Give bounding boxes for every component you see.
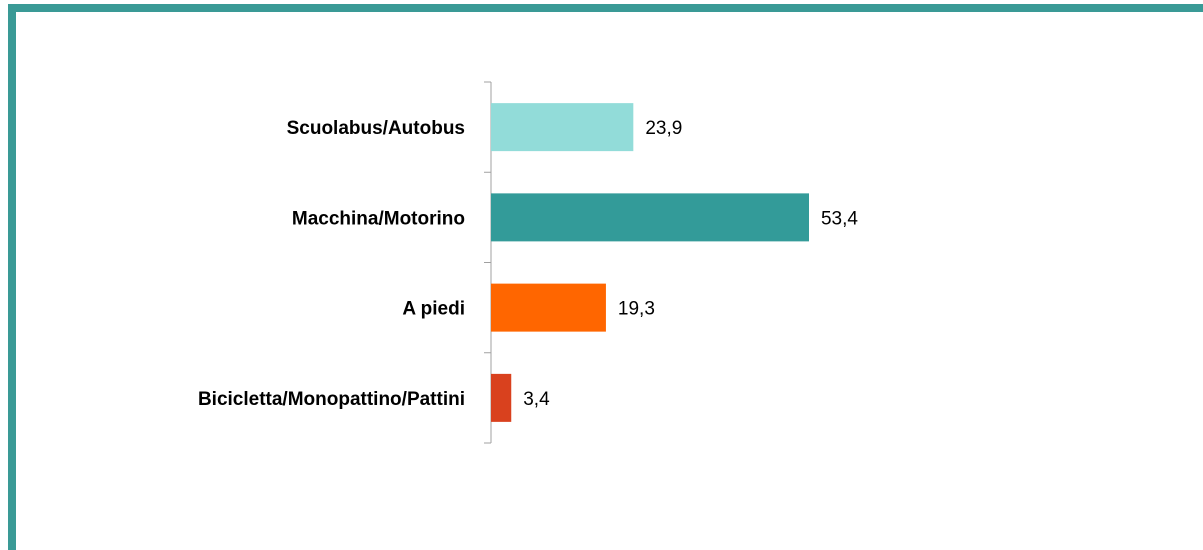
bar (491, 193, 809, 242)
bar (491, 283, 606, 332)
category-label: Macchina/Motorino (292, 208, 465, 229)
value-label: 3,4 (523, 389, 550, 410)
category-label: Bicicletta/Monopattino/Pattini (198, 389, 465, 410)
value-label: 19,3 (618, 299, 655, 320)
category-label: A piedi (402, 299, 465, 320)
value-label: 23,9 (645, 118, 682, 139)
bar (491, 373, 512, 422)
frame (8, 4, 1203, 550)
category-label: Scuolabus/Autobus (287, 118, 465, 139)
value-label: 53,4 (821, 208, 858, 229)
bar (491, 103, 634, 152)
